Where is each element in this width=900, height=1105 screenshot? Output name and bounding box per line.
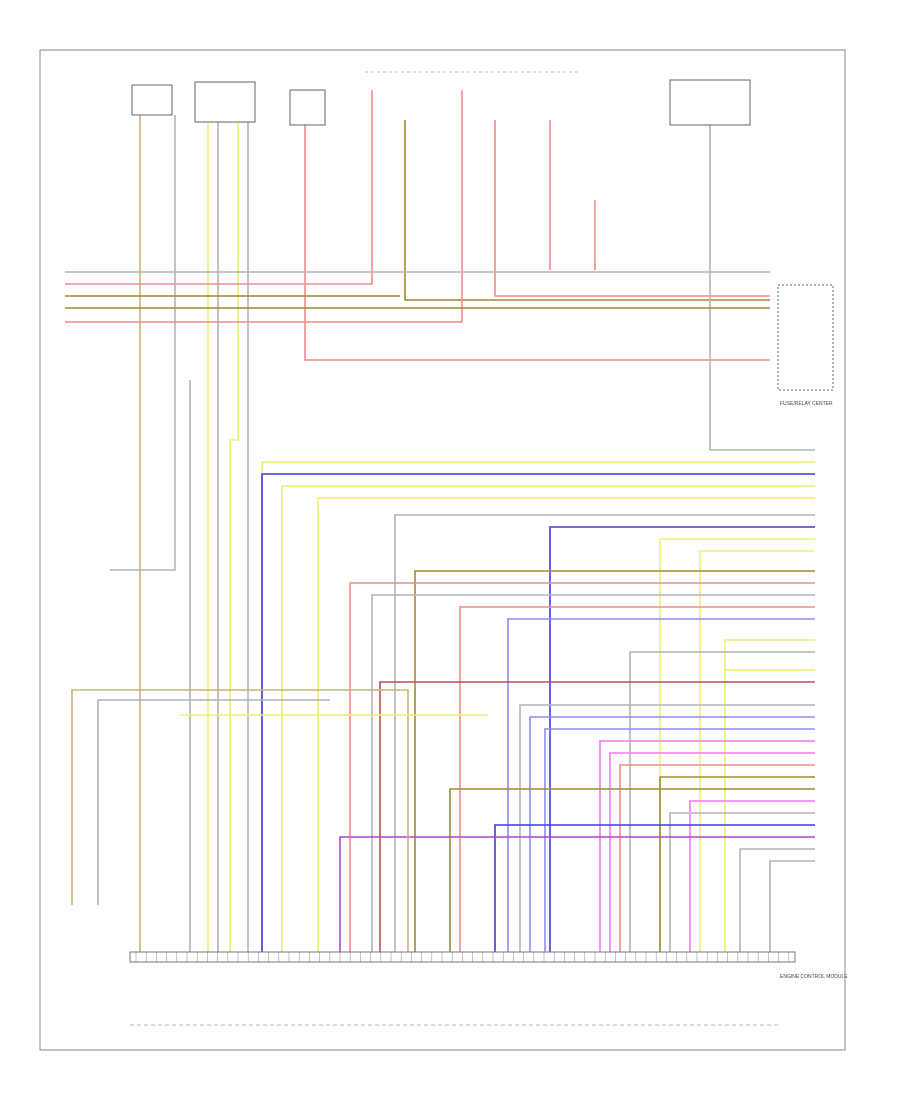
wire [739,848,815,952]
wire [304,125,770,361]
sensor-box [289,89,326,126]
wire [609,752,815,952]
wire [544,728,815,952]
wire [619,764,815,952]
wire [659,538,815,952]
relay-switch [777,284,834,391]
component-label: ENGINE CONTROL MODULE [780,974,848,980]
wire [97,699,330,905]
wire [689,800,815,952]
wire [459,606,815,952]
wire [281,485,815,952]
wire [494,824,815,952]
wire [529,716,815,952]
wire [229,122,239,952]
wire [371,594,815,952]
wire [71,689,409,952]
wires [65,90,815,962]
components [129,71,834,1026]
wire [65,90,373,285]
wire [349,582,815,952]
wire [494,120,770,297]
wire [317,497,815,952]
ecm-connector [129,951,796,963]
wire [709,125,815,451]
wire [414,570,815,952]
wire [599,740,815,952]
sensor-box [131,84,173,116]
wire [394,514,815,952]
wire [699,550,815,952]
wire [549,526,815,952]
wire [339,836,815,952]
wire [261,473,815,952]
sensor-box [194,81,256,123]
frame [39,49,846,1051]
wire [507,618,815,952]
wire [379,681,815,952]
wire [769,860,815,952]
wire [724,669,815,952]
relay-box [669,79,751,126]
wire [629,651,815,952]
wire [669,812,815,952]
wire [65,90,463,323]
wire [110,115,176,571]
component-label: FUSE/RELAY CENTER [780,401,833,407]
wire [449,788,815,952]
wire [261,461,815,952]
wire [404,120,770,301]
wire [659,776,815,952]
wire [519,704,815,952]
